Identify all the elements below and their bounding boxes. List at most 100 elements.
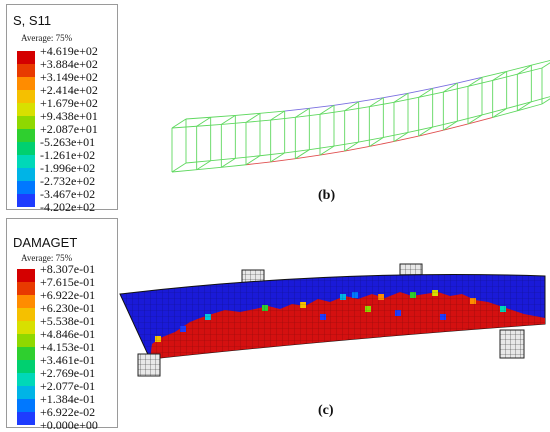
beam-edge (418, 126, 433, 137)
beam-edge (358, 137, 384, 143)
legend-swatch (17, 386, 35, 399)
beam-edge (541, 98, 550, 105)
beam-edge (221, 121, 247, 125)
beam-edge (517, 103, 543, 112)
legend-swatch (17, 194, 35, 207)
beam-edge (245, 155, 261, 166)
beam-edge (531, 96, 550, 103)
legend-value: +6.230e-01 (40, 301, 96, 315)
beam-edge (443, 85, 469, 93)
legend-swatch (17, 373, 35, 386)
legend-swatch (17, 129, 35, 142)
beam-edge (295, 149, 310, 160)
beam-edge (284, 149, 310, 154)
legend-swatch (17, 269, 35, 282)
beam-edge (393, 92, 409, 103)
beam-edge (492, 73, 518, 81)
beam-edge (369, 97, 384, 108)
legend-swatch (17, 399, 35, 412)
beam-edge (492, 71, 507, 81)
beam-edge (393, 132, 409, 142)
beam-edge (245, 119, 271, 123)
beam-edge (344, 146, 370, 152)
beam-edge (210, 157, 236, 162)
beam-edge (506, 101, 532, 109)
beam-edge (467, 76, 483, 87)
beam-edge (369, 141, 395, 147)
beam-edge (259, 110, 285, 114)
legend-value: -1.261e+02 (40, 148, 96, 162)
beam-edge (221, 164, 247, 168)
beam-edge (196, 166, 222, 171)
damage-legend-title: DAMAGET (13, 235, 78, 250)
beam-edge (492, 108, 507, 118)
legend-value: -1.996e+02 (40, 161, 96, 175)
beam-edge (418, 129, 444, 137)
beam-edge (383, 132, 409, 138)
beam-edge (443, 120, 458, 131)
beam-edge (333, 141, 359, 147)
beam-edge (196, 160, 211, 171)
beam-edge (418, 87, 433, 98)
legend-swatch (17, 77, 35, 90)
beam-edge (344, 106, 370, 112)
legend-value: +3.149e+02 (40, 70, 98, 84)
legend-value: +8.307e-01 (40, 262, 96, 276)
beam-edge (295, 113, 321, 118)
beam-edge (245, 161, 271, 166)
beam-edge (221, 157, 236, 168)
legend-swatch (17, 321, 35, 334)
legend-value: +2.769e-01 (40, 366, 96, 380)
beam-edge (407, 126, 433, 133)
legend-swatch (17, 116, 35, 129)
beam-damage-contour (119, 263, 546, 377)
legend-swatch (17, 51, 35, 64)
legend-swatch (17, 90, 35, 103)
legend-swatch (17, 155, 35, 168)
beam-edge (221, 115, 236, 125)
beam-edge (517, 64, 532, 75)
legend-swatch (17, 412, 35, 425)
panel-c: DAMAGET Average: 75% +8.307e-01 +7.615e-0… (0, 214, 550, 431)
beam-edge (467, 117, 493, 125)
beam-edge (481, 108, 507, 116)
beam-edge (432, 120, 458, 128)
beam-edge (235, 155, 261, 159)
beam-edge (259, 152, 285, 157)
beam-edge (393, 135, 419, 142)
caption-c: (c) (318, 403, 334, 418)
beam-edge (319, 110, 345, 115)
legend-value: +6.922e-01 (40, 288, 96, 302)
beam-edge (358, 97, 384, 103)
beam-edge (319, 104, 335, 115)
beam-edge (407, 87, 433, 94)
beam-edge (171, 162, 187, 173)
legend-swatch (17, 295, 35, 308)
beam-edge (171, 118, 187, 129)
beam-stress-wireframe (171, 60, 550, 173)
legend-value: +4.153e-01 (40, 340, 96, 354)
legend-value: -2.732e+02 (40, 174, 96, 188)
legend-swatch (17, 142, 35, 155)
bottom-support-right (499, 329, 525, 359)
beam-edge (319, 150, 345, 156)
legend-swatch (17, 103, 35, 116)
legend-value: +9.438e+01 (40, 109, 98, 123)
beam-edge (185, 160, 211, 164)
beam-edge (541, 62, 550, 69)
beam-edge (383, 92, 409, 99)
beam-edge (235, 112, 261, 116)
legend-value: -4.202e+02 (40, 200, 96, 214)
beam-edge (309, 104, 335, 109)
beam-edge (481, 70, 507, 78)
beam-edge (270, 158, 296, 163)
beam-edge (517, 101, 532, 112)
caption-b: (b) (318, 188, 336, 203)
beam-edge (443, 82, 458, 93)
beam-edge (309, 145, 335, 151)
beam-edge (210, 114, 236, 118)
bottom-support-left (137, 353, 161, 377)
stress-legend-subtitle: Average: 75% (21, 33, 73, 43)
beam-edge (418, 91, 444, 98)
beam-edge (467, 114, 483, 125)
